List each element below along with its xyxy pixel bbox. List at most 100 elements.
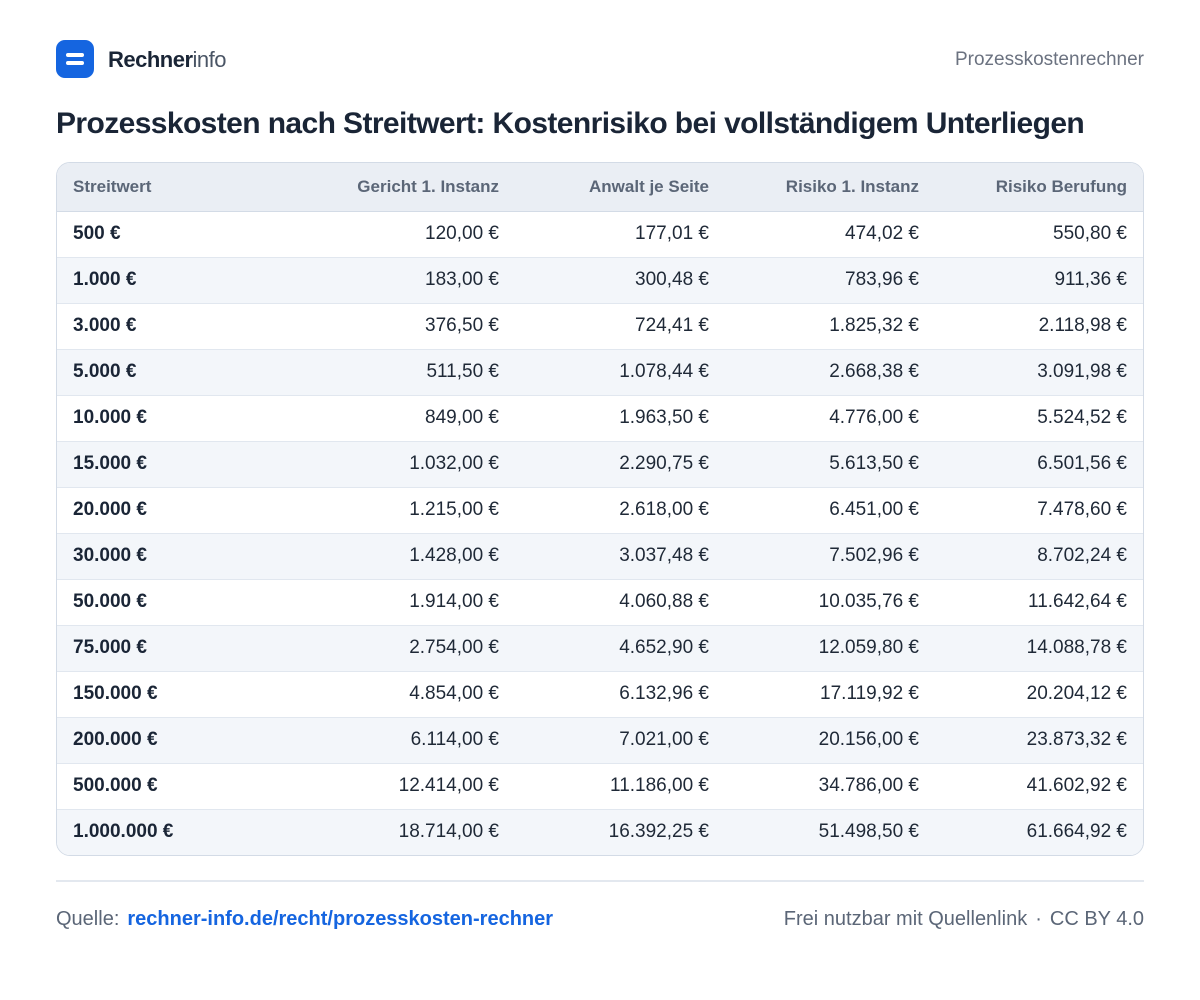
table-row: 3.000 €376,50 €724,41 €1.825,32 €2.118,9…: [57, 303, 1143, 350]
table-row: 10.000 €849,00 €1.963,50 €4.776,00 €5.52…: [57, 395, 1143, 442]
column-header-anwalt: Anwalt je Seite: [499, 163, 709, 212]
cell-risiko-berufung: 14.088,78 €: [919, 625, 1143, 672]
cell-gericht: 849,00 €: [289, 395, 499, 442]
cell-anwalt: 11.186,00 €: [499, 763, 709, 810]
cell-risiko-instanz: 1.825,32 €: [709, 303, 919, 350]
table-row: 1.000.000 € 18.714,00 € 16.392,25 € 51.498,…: [57, 809, 1143, 855]
brand-name-bold: Rechner: [108, 47, 193, 72]
cell-risiko-instanz: 20.156,00 €: [709, 717, 919, 764]
cell-streitwert: 3.000 €: [57, 303, 289, 350]
cell-gericht: 1.428,00 €: [289, 533, 499, 580]
license-line: Frei nutzbar mit Quellenlink · CC BY 4.0: [784, 906, 1144, 932]
cell-anwalt: 724,41 €: [499, 303, 709, 350]
source-label: Quelle:: [56, 908, 120, 930]
brand-logo[interactable]: Rechnerinfo: [108, 47, 227, 73]
cell-gericht: 4.854,00 €: [289, 671, 499, 718]
cell-streitwert: 500 €: [57, 211, 289, 258]
menu-lines-icon: [56, 40, 94, 78]
cell-risiko-berufung: 11.642,64 €: [919, 579, 1143, 626]
license-badge: CC BY 4.0: [1049, 908, 1144, 930]
cell-streitwert: 5.000 €: [57, 349, 289, 396]
cell-risiko-berufung: 5.524,52 €: [919, 395, 1143, 442]
cell-risiko-berufung: 61.664,92 €: [1026, 821, 1127, 843]
cell-risiko-instanz: 51.498,50 €: [818, 821, 919, 843]
cell-streitwert: 30.000 €: [57, 533, 289, 580]
cell-anwalt: 3.037,48 €: [499, 533, 709, 580]
cell-risiko-berufung: 2.118,98 €: [919, 303, 1143, 350]
cell-anwalt: 7.021,00 €: [499, 717, 709, 764]
cell-gericht: 1.914,00 €: [289, 579, 499, 626]
cell-risiko-berufung: 8.702,24 €: [919, 533, 1143, 580]
table-row: 500 €120,00 €177,01 €474,02 €550,80 €: [57, 211, 1143, 258]
page-header: Rechnerinfo Prozesskostenrechner: [56, 40, 1144, 78]
cell-gericht: 18.714,00 €: [398, 821, 499, 843]
cell-risiko-instanz: 5.613,50 €: [709, 441, 919, 488]
cell-streitwert: 1.000.000 €: [73, 821, 174, 843]
cell-streitwert: 1.000 €: [57, 257, 289, 304]
cell-anwalt: 2.290,75 €: [499, 441, 709, 488]
license-text: Frei nutzbar mit Quellenlink: [783, 908, 1028, 930]
cell-anwalt: 1.963,50 €: [499, 395, 709, 442]
cell-risiko-berufung: 41.602,92 €: [919, 763, 1143, 810]
cell-streitwert: 50.000 €: [57, 579, 289, 626]
column-header-risiko-berufung: Risiko Berufung: [919, 163, 1143, 212]
cell-gericht: 376,50 €: [289, 303, 499, 350]
cell-streitwert: 150.000 €: [57, 671, 289, 718]
page-title: Prozesskosten nach Streitwert: Kostenris…: [56, 107, 1085, 140]
cell-risiko-instanz: 4.776,00 €: [709, 395, 919, 442]
table-row: 150.000 €4.854,00 €6.132,96 €17.119,92 €…: [57, 671, 1143, 718]
cell-risiko-berufung: 23.873,32 €: [919, 717, 1143, 764]
cell-risiko-instanz: 34.786,00 €: [709, 763, 919, 810]
table-row: 20.000 €1.215,00 €2.618,00 €6.451,00 €7.…: [57, 487, 1143, 534]
cell-anwalt: 177,01 €: [499, 211, 709, 258]
cell-anwalt: 1.078,44 €: [499, 349, 709, 396]
cell-risiko-berufung: 7.478,60 €: [919, 487, 1143, 534]
cell-streitwert: 10.000 €: [57, 395, 289, 442]
cell-gericht: 12.414,00 €: [289, 763, 499, 810]
brand-name-light: info: [192, 47, 227, 72]
table-row: 50.000 €1.914,00 €4.060,88 €10.035,76 €1…: [57, 579, 1143, 626]
cell-streitwert: 15.000 €: [57, 441, 289, 488]
cell-risiko-instanz: 10.035,76 €: [709, 579, 919, 626]
cell-risiko-instanz: 7.502,96 €: [709, 533, 919, 580]
cell-risiko-berufung: 6.501,56 €: [919, 441, 1143, 488]
license-separator: ·: [1035, 908, 1042, 930]
header-section-label: Prozesskostenrechner: [954, 49, 1144, 70]
cell-risiko-instanz: 474,02 €: [709, 211, 919, 258]
cell-gericht: 183,00 €: [289, 257, 499, 304]
cell-risiko-berufung: 20.204,12 €: [919, 671, 1143, 718]
cell-gericht: 120,00 €: [289, 211, 499, 258]
cell-risiko-instanz: 2.668,38 €: [709, 349, 919, 396]
cell-risiko-berufung: 3.091,98 €: [919, 349, 1143, 396]
cell-gericht: 6.114,00 €: [289, 717, 499, 764]
table-row: 1.000 €183,00 €300,48 €783,96 €911,36 €: [57, 257, 1143, 304]
table-row: 500.000 €12.414,00 €11.186,00 €34.786,00…: [57, 763, 1143, 810]
table-row: 15.000 €1.032,00 €2.290,75 €5.613,50 €6.…: [57, 441, 1143, 488]
cell-risiko-instanz: 6.451,00 €: [709, 487, 919, 534]
cell-risiko-instanz: 783,96 €: [709, 257, 919, 304]
cell-streitwert: 500.000 €: [57, 763, 289, 810]
cell-anwalt: 4.652,90 €: [499, 625, 709, 672]
source-link[interactable]: rechner-info.de/recht/prozesskosten-rech…: [127, 908, 554, 930]
cell-anwalt: 6.132,96 €: [499, 671, 709, 718]
column-header-risiko-instanz: Risiko 1. Instanz: [709, 163, 919, 212]
cell-gericht: 1.215,00 €: [289, 487, 499, 534]
cell-risiko-instanz: 17.119,92 €: [709, 671, 919, 718]
column-header-gericht: Gericht 1. Instanz: [289, 163, 499, 212]
cell-anwalt: 2.618,00 €: [499, 487, 709, 534]
table-row: 75.000 €2.754,00 €4.652,90 €12.059,80 €1…: [57, 625, 1143, 672]
cell-anwalt: 300,48 €: [499, 257, 709, 304]
cell-risiko-instanz: 12.059,80 €: [709, 625, 919, 672]
cell-streitwert: 200.000 €: [57, 717, 289, 764]
cell-risiko-berufung: 911,36 €: [919, 257, 1143, 304]
source-line: Quelle: rechner-info.de/recht/prozesskost…: [56, 906, 553, 932]
column-header-streitwert: Streitwert: [57, 163, 289, 212]
table-row: 200.000 €6.114,00 €7.021,00 €20.156,00 €…: [57, 717, 1143, 764]
table-body: 500 €120,00 €177,01 €474,02 €550,80 €1.0…: [57, 211, 1143, 855]
table-header-row: Streitwert Gericht 1. Instanz Anwalt je …: [57, 163, 1143, 212]
cell-streitwert: 20.000 €: [57, 487, 289, 534]
cell-gericht: 511,50 €: [289, 349, 499, 396]
footer-divider: [56, 880, 1144, 882]
cell-anwalt: 4.060,88 €: [499, 579, 709, 626]
cell-streitwert: 75.000 €: [57, 625, 289, 672]
